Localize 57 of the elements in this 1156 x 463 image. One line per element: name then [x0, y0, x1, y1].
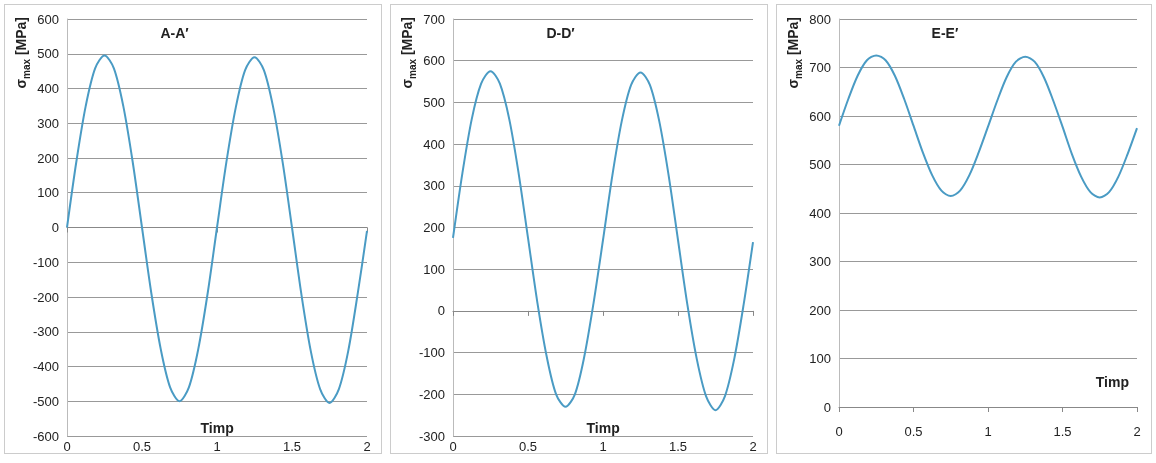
- y-tick-label: 700: [809, 60, 831, 75]
- y-tick-label: 700: [423, 11, 445, 27]
- y-tick-label: 300: [423, 178, 445, 194]
- line-series: [66, 54, 368, 404]
- y-tick-label: -300: [32, 324, 59, 340]
- y-tick-label: 100: [37, 185, 59, 201]
- y-tick-label: 400: [423, 136, 445, 152]
- y-tick-label: 600: [423, 53, 445, 69]
- chart-title: D-D′: [546, 25, 576, 41]
- line-series: [452, 70, 754, 412]
- y-tick-label: 0: [437, 303, 445, 319]
- x-tick-label: 0.5: [132, 439, 152, 454]
- y-tick-label: 200: [423, 220, 445, 235]
- y-tick-label: 300: [37, 115, 59, 131]
- y-tick-label: 800: [809, 11, 831, 27]
- y-tick-label: 400: [37, 81, 59, 96]
- y-tick-label: 600: [37, 11, 59, 27]
- x-tick-label: 2: [363, 439, 371, 454]
- x-tick-label: 1: [599, 439, 607, 454]
- y-tick-label: 100: [423, 261, 445, 277]
- x-tick-label: 0.5: [518, 439, 538, 454]
- x-tick-label: 0.5: [904, 424, 923, 439]
- y-tick-label: -100: [418, 345, 445, 361]
- x-tick-label: 0: [835, 424, 843, 439]
- y-tick-label: -200: [418, 386, 445, 402]
- y-tick-label: -300: [418, 428, 445, 444]
- y-tick-label: -400: [32, 359, 59, 374]
- y-tick-label: 0: [51, 220, 59, 235]
- x-tick-label: 1.5: [282, 439, 302, 454]
- y-tick-label: 200: [809, 302, 831, 318]
- x-tick-label: 0: [449, 439, 457, 454]
- x-axis-title: Timp: [1095, 374, 1130, 390]
- y-tick-label: 200: [37, 150, 59, 166]
- x-axis-title: Timp: [200, 420, 234, 436]
- y-tick-label: -200: [32, 289, 59, 305]
- y-tick-label: 500: [423, 94, 445, 110]
- y-tick-label: -500: [32, 393, 59, 409]
- y-tick-label: -600: [32, 428, 59, 444]
- line-series: [838, 54, 1138, 199]
- x-tick-label: 1.5: [1053, 424, 1072, 439]
- y-tick-label: 500: [809, 157, 831, 172]
- y-tick-label: 600: [809, 108, 831, 124]
- chart-title: A-A′: [160, 25, 190, 41]
- x-tick-label: 1: [213, 439, 221, 454]
- x-tick-label: 2: [1133, 424, 1141, 439]
- y-tick-label: 300: [809, 254, 831, 269]
- x-tick-label: 1: [984, 424, 992, 439]
- y-tick-label: 500: [37, 46, 59, 62]
- y-tick-label: 0: [823, 399, 831, 415]
- y-tick-label: 400: [809, 205, 831, 221]
- x-tick-label: 2: [749, 439, 757, 454]
- x-tick-label: 0: [63, 439, 71, 454]
- y-tick-label: 100: [809, 351, 831, 366]
- chart-title: E-E′: [931, 25, 959, 41]
- x-axis-title: Timp: [586, 420, 620, 436]
- y-tick-label: -100: [32, 254, 59, 270]
- x-tick-label: 1.5: [668, 439, 688, 454]
